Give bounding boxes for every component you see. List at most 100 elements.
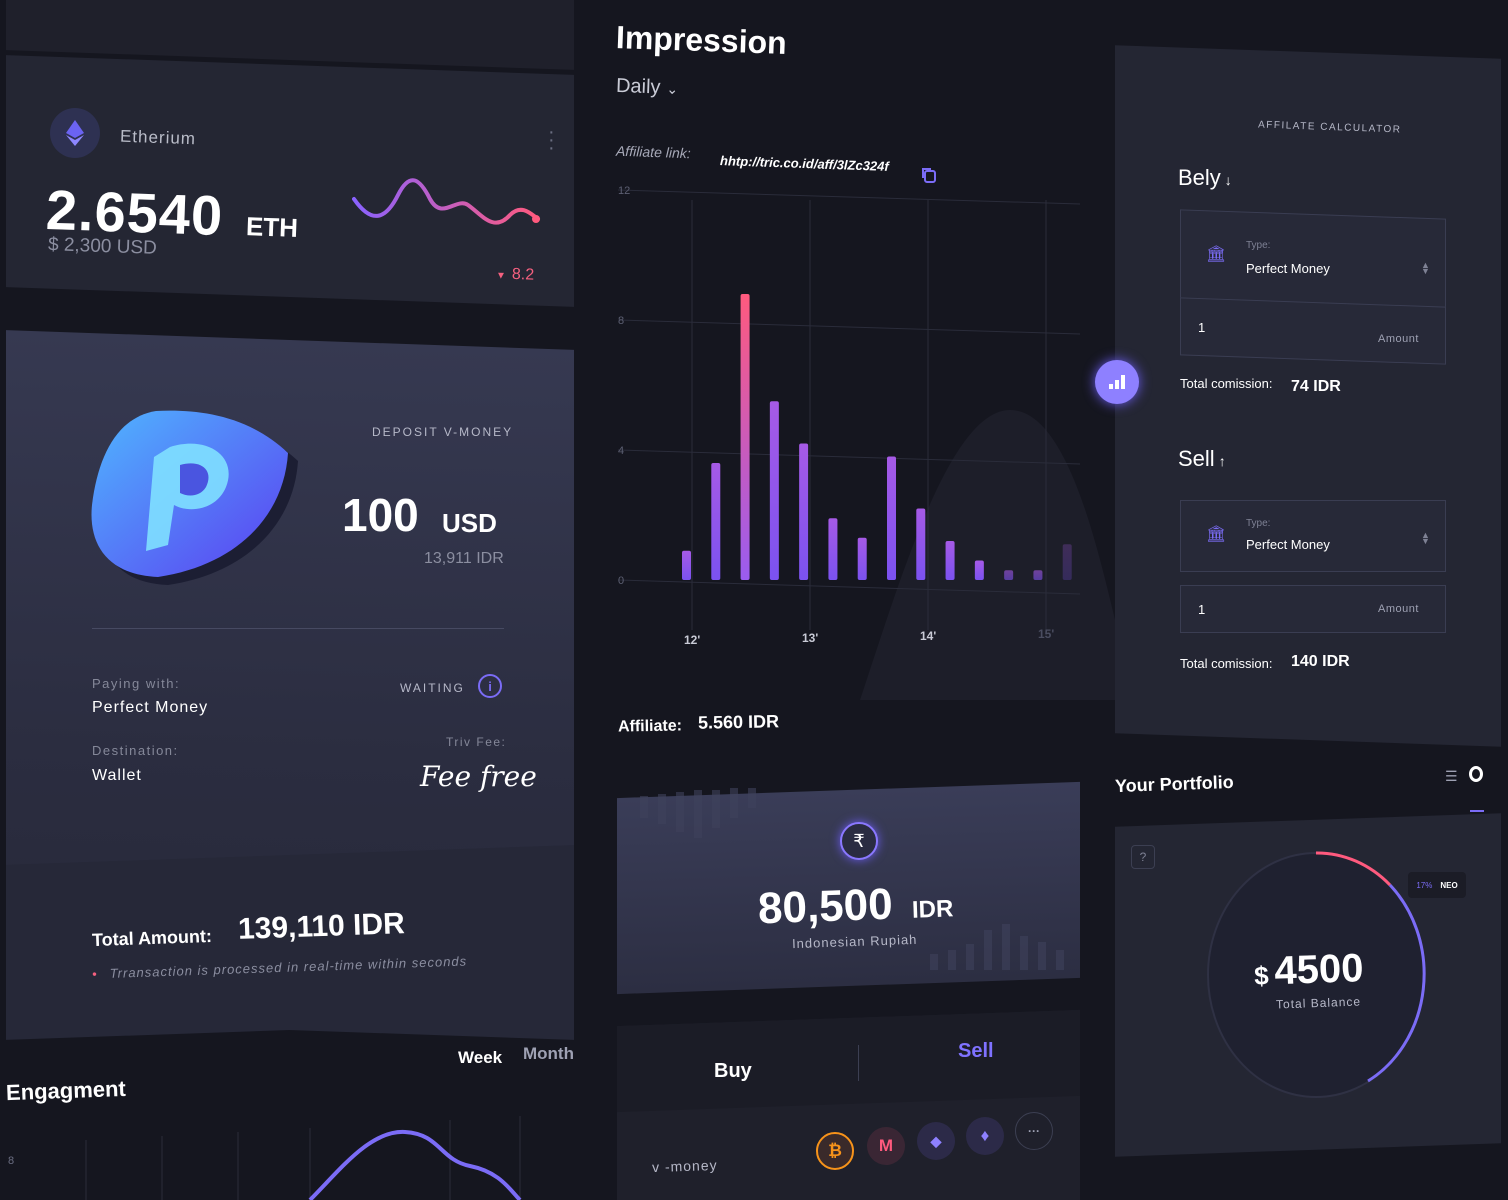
chart-bar bbox=[799, 443, 809, 580]
bullet-icon: • bbox=[91, 966, 98, 982]
tab-divider bbox=[858, 1045, 859, 1081]
payment-method-label: v -money bbox=[651, 1156, 718, 1176]
sort-icon: ↓ bbox=[1224, 172, 1232, 188]
bitcoin-icon[interactable]: ₿ bbox=[816, 1132, 854, 1170]
chart-bar bbox=[1062, 544, 1072, 580]
donut-view-icon[interactable] bbox=[1469, 766, 1483, 782]
cube-icon[interactable]: ◆ bbox=[917, 1122, 955, 1160]
tab-week[interactable]: Week bbox=[458, 1048, 503, 1067]
eth-unit: ETH bbox=[245, 211, 299, 243]
commission-value: 74 IDR bbox=[1291, 378, 1341, 395]
chart-bar bbox=[769, 401, 779, 580]
currency-unit: IDR bbox=[911, 895, 954, 924]
total-amount-label: Total Amount: bbox=[91, 925, 213, 951]
amount-placeholder: Amount bbox=[1378, 603, 1419, 615]
y-tick-label: 8 bbox=[618, 315, 624, 327]
paying-with-value: Perfect Money bbox=[92, 699, 209, 716]
page-title: Impression bbox=[615, 19, 788, 61]
chart-bar bbox=[682, 550, 691, 580]
chart-bar bbox=[974, 560, 984, 580]
y-tick-label: 12 bbox=[618, 185, 630, 197]
affiliate-label: Affiliate: bbox=[617, 717, 683, 736]
sort-icon: ↑ bbox=[1218, 453, 1226, 469]
down-arrow-icon: ▼ bbox=[495, 270, 507, 282]
copy-icon[interactable] bbox=[920, 166, 938, 184]
tab-buy[interactable]: Buy bbox=[714, 1060, 752, 1082]
vmoney-shield-logo-icon bbox=[91, 410, 298, 585]
grid-line bbox=[617, 579, 1081, 595]
engagement-title: Engagment bbox=[5, 1075, 127, 1106]
total-amount-value: 139,110 IDR bbox=[237, 907, 406, 946]
x-tick-label: 15' bbox=[1038, 627, 1054, 641]
list-view-icon[interactable]: ☰ bbox=[1445, 768, 1458, 784]
y-tick-label: 8 bbox=[8, 1155, 15, 1167]
deposit-amount: 100 bbox=[342, 489, 419, 541]
divider bbox=[92, 628, 504, 629]
chart-bar bbox=[740, 294, 750, 580]
period-dropdown[interactable]: Daily ⌄ bbox=[615, 74, 679, 99]
chart-bar bbox=[945, 541, 955, 580]
type-value: Perfect Money bbox=[1246, 261, 1330, 276]
commission-value: 140 IDR bbox=[1291, 653, 1350, 670]
total-balance-label: Total Balance bbox=[1275, 994, 1362, 1012]
bely-title: Bely ↓ bbox=[1178, 165, 1232, 190]
balance-ring-chart bbox=[1207, 851, 1426, 1098]
y-tick-label: 4 bbox=[618, 445, 624, 457]
x-tick-label: 13' bbox=[802, 631, 818, 645]
active-view-indicator bbox=[1470, 810, 1484, 812]
coin-name: Etherium bbox=[119, 126, 197, 149]
amount-placeholder: Amount bbox=[1378, 333, 1419, 345]
sell-title: Sell ↑ bbox=[1178, 446, 1226, 471]
x-tick-label: 12' bbox=[684, 633, 700, 647]
total-balance: $4500 bbox=[1253, 946, 1365, 994]
select-arrows-icon: ▲ ▼ bbox=[1421, 260, 1430, 276]
destination-value: Wallet bbox=[92, 767, 142, 784]
x-tick-label: 14' bbox=[920, 629, 936, 643]
buy-sell-tabs bbox=[617, 1009, 1080, 1113]
help-button[interactable]: ? bbox=[1131, 845, 1155, 869]
monero-icon[interactable]: M bbox=[867, 1127, 905, 1165]
ethereum-logo-icon bbox=[50, 108, 100, 158]
rupee-icon: ₹ bbox=[840, 822, 878, 860]
eth-usd-value: $ 2,300 USD bbox=[47, 234, 158, 259]
sell-type-select[interactable] bbox=[1180, 500, 1446, 572]
tab-sell[interactable]: Sell bbox=[958, 1040, 994, 1062]
ethereum-icon[interactable]: ♦ bbox=[966, 1117, 1004, 1155]
fee-label: Triv Fee: bbox=[446, 735, 507, 749]
coin-share-badge: 17% NEO bbox=[1408, 872, 1466, 898]
bank-icon: 🏛 bbox=[1206, 246, 1227, 263]
paying-with-label: Paying with: bbox=[92, 676, 181, 691]
chart-bar bbox=[916, 508, 926, 580]
chart-bar bbox=[1004, 570, 1014, 580]
amount-value[interactable]: 1 bbox=[1198, 602, 1206, 617]
commission-label: Total comission: bbox=[1180, 376, 1273, 391]
deposit-label: DEPOSIT V-MONEY bbox=[372, 425, 514, 439]
chart-bar bbox=[828, 518, 838, 580]
type-label: Type: bbox=[1246, 240, 1271, 251]
chart-bar bbox=[1033, 570, 1043, 580]
chart-toggle-button[interactable] bbox=[1095, 360, 1139, 404]
grid-line bbox=[617, 449, 1081, 465]
select-arrows-icon: ▲ ▼ bbox=[1421, 530, 1430, 546]
sell-amount-input[interactable] bbox=[1180, 585, 1446, 633]
sparkline-chart bbox=[352, 178, 540, 225]
price-change: ▼ 8.2 bbox=[495, 265, 535, 284]
type-value: Perfect Money bbox=[1246, 537, 1330, 552]
amount-value[interactable]: 1 bbox=[1198, 320, 1206, 335]
status-badge: WAITING bbox=[400, 681, 465, 695]
bank-icon: 🏛 bbox=[1206, 526, 1227, 543]
deposit-unit: USD bbox=[442, 508, 497, 538]
background-wave bbox=[860, 410, 1120, 700]
impression-chart: 12 8 4 0 12' 13' 14' 15' bbox=[617, 185, 1081, 647]
more-options-icon[interactable]: · · · bbox=[548, 121, 555, 159]
chevron-down-icon: ⌄ bbox=[666, 80, 679, 98]
portfolio-title: Your Portfolio bbox=[1114, 771, 1234, 797]
more-icon[interactable]: ··· bbox=[1015, 1112, 1053, 1150]
grid-line bbox=[617, 319, 1081, 335]
info-icon[interactable]: i bbox=[478, 674, 502, 698]
affiliate-value: 5.560 IDR bbox=[697, 711, 780, 733]
tab-month[interactable]: Month bbox=[523, 1044, 574, 1063]
affiliate-link-label: Affiliate link: bbox=[615, 142, 691, 162]
bely-amount-input[interactable] bbox=[1180, 297, 1446, 365]
type-label: Type: bbox=[1246, 518, 1271, 529]
